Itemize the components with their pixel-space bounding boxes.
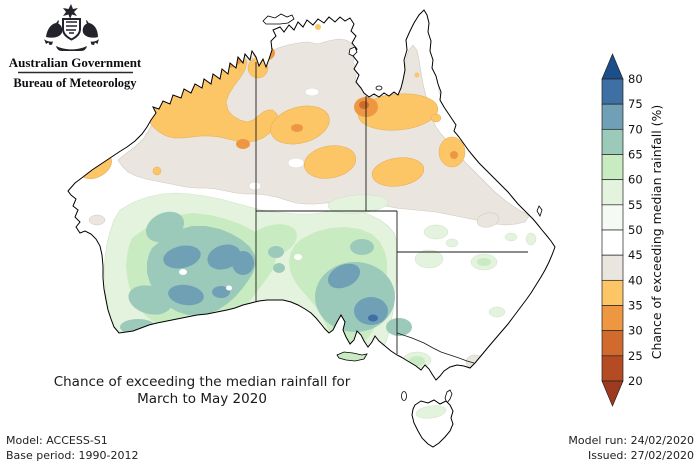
contour-region-lightgreen-patch xyxy=(409,356,425,366)
contour-region-orange-patch xyxy=(303,145,357,179)
contour-region-deepblue-core xyxy=(368,314,378,322)
contour-region-beige-patch xyxy=(88,214,106,226)
colorbar-segment xyxy=(601,179,624,206)
footer-model: Model: ACCESS-S1 xyxy=(6,434,108,447)
colorbar-tick: 80 xyxy=(628,72,643,86)
state-borders xyxy=(255,62,528,364)
contour-region-darkorange xyxy=(291,124,303,132)
contour-hole-white xyxy=(226,285,232,291)
colorbar-tick: 40 xyxy=(628,273,643,287)
flinders-island xyxy=(444,389,453,404)
colorbar-tick: 55 xyxy=(628,198,643,212)
colorbar-axis-label: Chance of exceeding median rainfall (%) xyxy=(649,105,664,360)
map-title-line1: Chance of exceeding the median rainfall … xyxy=(54,374,351,390)
contour-hole-white xyxy=(248,181,262,191)
contour-region-palegreen-patch xyxy=(445,238,459,248)
contour-region-orange-patch xyxy=(152,166,162,176)
contour-region-beige-patch xyxy=(476,212,500,228)
contour-region-palegreen-patch xyxy=(414,249,444,269)
contour-region-teal-patch xyxy=(273,263,285,273)
contour-region-palegreen-patch xyxy=(488,306,506,318)
colorbar-segment xyxy=(601,78,624,105)
colorbar-tick: 45 xyxy=(628,248,643,262)
footer-base-period: Base period: 1990-2012 xyxy=(6,449,138,462)
contour-region-teal-border xyxy=(386,318,412,336)
colorbar-tick: 35 xyxy=(628,299,643,313)
colorbar-tick: 60 xyxy=(628,173,643,187)
contour-hole-white xyxy=(304,87,320,97)
tasmania-outline xyxy=(411,399,454,448)
government-title: Australian Government xyxy=(9,55,142,70)
contour-region-orange-patch xyxy=(430,113,442,123)
contour-region-palegreen-patch xyxy=(327,194,389,214)
contour-region-rust-core xyxy=(359,101,369,109)
colorbar-tick: 75 xyxy=(628,97,643,111)
colorbar-tick: 25 xyxy=(628,349,643,363)
contour-region-darkorange xyxy=(450,151,458,159)
colorbar: 80 75 70 65 60 55 50 45 40 35 30 25 20 C… xyxy=(601,53,664,407)
footer-issued: Issued: 27/02/2020 xyxy=(588,449,694,462)
contour-hole-white xyxy=(287,157,305,169)
contour-region-blueteal-core xyxy=(354,297,388,325)
colorbar-segment xyxy=(601,330,624,357)
footer-model-run: Model run: 24/02/2020 xyxy=(568,434,694,447)
contour-region-teal-patch xyxy=(268,246,284,258)
colorbar-segment xyxy=(601,355,624,382)
colorbar-tick: 70 xyxy=(628,122,643,136)
colorbar-tick: 30 xyxy=(628,324,643,338)
contour-fill-layer xyxy=(80,24,537,370)
contour-region-blueteal-core xyxy=(163,245,201,269)
colorbar-segment xyxy=(601,103,624,130)
bureau-title: Bureau of Meteorology xyxy=(13,76,137,90)
kangaroo-island xyxy=(336,351,368,362)
contour-region-blueteal-core xyxy=(232,251,254,275)
contour-region-teal-patch xyxy=(350,239,374,255)
contour-region-teal-patch xyxy=(128,285,172,315)
contour-region-orange-patch xyxy=(414,72,420,78)
king-island xyxy=(401,391,407,401)
contour-region-palegreen-patch xyxy=(504,232,518,242)
colorbar-segment xyxy=(601,254,624,281)
contour-region-blueteal-core xyxy=(327,263,361,289)
contour-region-lightgreen-patch xyxy=(477,258,491,266)
colorbar-tick: 50 xyxy=(628,223,643,237)
colorbar-segment xyxy=(601,229,624,256)
melville-island xyxy=(262,13,295,25)
colorbar-segment xyxy=(601,128,624,155)
contour-hole-white xyxy=(179,269,187,275)
colorbar-segment xyxy=(601,305,624,332)
contour-region-blueteal-core xyxy=(212,286,230,298)
fraser-island xyxy=(536,205,543,217)
colorbar-segment xyxy=(601,204,624,231)
contour-region-blueteal-core xyxy=(168,284,204,306)
colorbar-arrow-low xyxy=(601,380,624,407)
contour-region-palegreen-tasmania xyxy=(415,405,447,419)
map-title-line2: March to May 2020 xyxy=(137,391,267,407)
colorbar-segment xyxy=(601,154,624,181)
colorbar-tick: 65 xyxy=(628,148,643,162)
mainland-outline xyxy=(67,9,556,381)
colorbar-segment xyxy=(601,279,624,306)
contour-region-teal-patch xyxy=(145,211,185,243)
contour-region-orange-patch xyxy=(371,157,425,187)
colorbar-tick: 20 xyxy=(628,374,643,388)
contour-region-palegreen-patch xyxy=(423,224,449,240)
contour-region-darkorange xyxy=(236,139,250,149)
groote-eylandt xyxy=(348,46,358,57)
mornington-island xyxy=(375,85,383,91)
contour-hole-white xyxy=(294,254,302,260)
islands xyxy=(262,13,543,404)
contour-region-orange-patch xyxy=(315,24,321,30)
contour-region-palegreen-patch xyxy=(525,232,537,246)
tasmania xyxy=(411,399,454,448)
coat-of-arms-icon xyxy=(44,4,99,51)
